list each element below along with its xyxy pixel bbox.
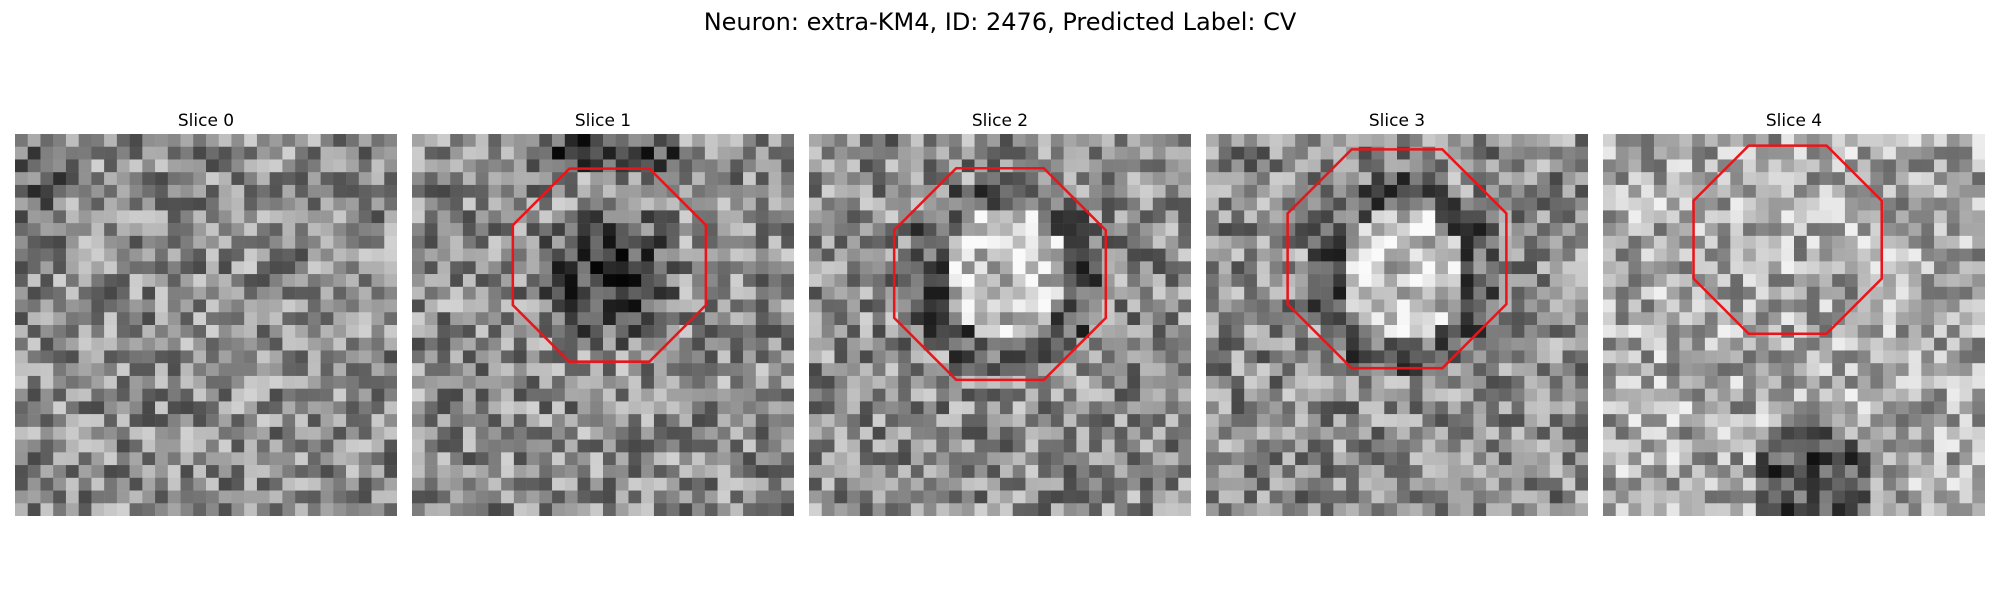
slice-image <box>15 134 397 516</box>
slice-panel-2: Slice 2 <box>809 110 1191 516</box>
slice-title: Slice 2 <box>809 110 1191 132</box>
slice-title: Slice 1 <box>412 110 794 132</box>
slice-image <box>1603 134 1985 516</box>
slice-image <box>412 134 794 516</box>
slice-title: Slice 3 <box>1206 110 1588 132</box>
slice-title: Slice 0 <box>15 110 397 132</box>
slice-image <box>1206 134 1588 516</box>
slice-panel-4: Slice 4 <box>1603 110 1985 516</box>
slice-title: Slice 4 <box>1603 110 1985 132</box>
slice-panel-3: Slice 3 <box>1206 110 1588 516</box>
figure-title: Neuron: extra-KM4, ID: 2476, Predicted L… <box>0 8 2000 36</box>
slice-image <box>809 134 1191 516</box>
slice-panel-0: Slice 0 <box>15 110 397 516</box>
slice-panel-1: Slice 1 <box>412 110 794 516</box>
